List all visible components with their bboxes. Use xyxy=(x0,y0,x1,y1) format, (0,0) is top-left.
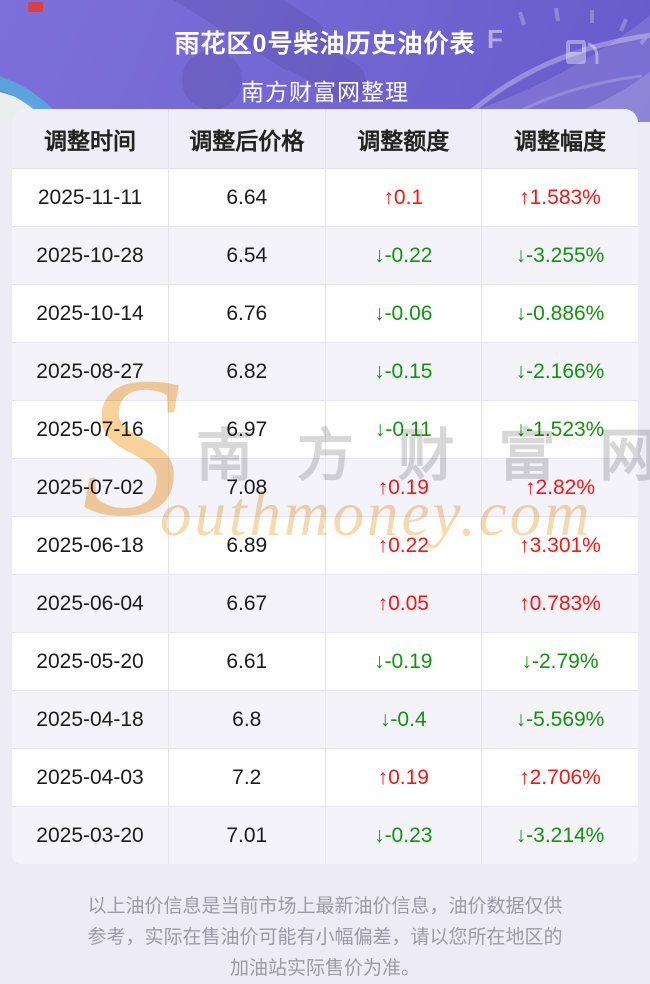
cell-price: 6.76 xyxy=(168,284,326,343)
cell-date: 2025-07-16 xyxy=(12,400,169,459)
cell-date: 2025-10-14 xyxy=(12,284,169,343)
red-fragment-shape xyxy=(28,2,43,12)
cell-change: ↑0.05 xyxy=(325,574,482,633)
cell-percent: ↓-0.886% xyxy=(481,284,638,343)
cell-percent: ↑2.706% xyxy=(481,748,638,807)
cell-change: ↓-0.4 xyxy=(325,690,482,749)
cell-date: 2025-07-02 xyxy=(12,458,169,517)
table-row: 2025-07-16 6.97 ↓-0.11 ↓-1.523% xyxy=(12,400,638,459)
table-row: 2025-08-27 6.82 ↓-0.15 ↓-2.166% xyxy=(12,342,638,401)
table-row: 2025-07-02 7.08 ↑0.19 ↑2.82% xyxy=(12,458,638,517)
table-row: 2025-06-18 6.89 ↑0.22 ↑3.301% xyxy=(12,516,638,575)
cell-change: ↑0.1 xyxy=(325,168,482,227)
table-row: 2025-04-18 6.8 ↓-0.4 ↓-5.569% xyxy=(12,690,638,749)
cell-change: ↓-0.23 xyxy=(325,806,482,864)
cell-change: ↑0.22 xyxy=(325,516,482,575)
cell-price: 6.82 xyxy=(168,342,326,401)
cell-percent: ↓-1.523% xyxy=(481,400,638,459)
table-row: 2025-03-20 7.01 ↓-0.23 ↓-3.214% xyxy=(12,806,638,864)
fuel-pump-icon xyxy=(566,40,599,64)
cell-date: 2025-06-04 xyxy=(12,574,169,633)
cell-date: 2025-08-27 xyxy=(12,342,169,401)
table-row: 2025-10-14 6.76 ↓-0.06 ↓-0.886% xyxy=(12,284,638,343)
cell-price: 6.61 xyxy=(168,632,326,691)
column-header-new-price: 调整后价格 xyxy=(168,109,326,169)
cell-change: ↓-0.06 xyxy=(325,284,482,343)
table-row: 2025-11-11 6.64 ↑0.1 ↑1.583% xyxy=(12,168,638,227)
cell-price: 7.2 xyxy=(168,748,326,807)
table-row: 2025-04-03 7.2 ↑0.19 ↑2.706% xyxy=(12,748,638,807)
cell-percent: ↑2.82% xyxy=(481,458,638,517)
cell-change: ↓-0.19 xyxy=(325,632,482,691)
cell-percent: ↓-3.214% xyxy=(481,806,638,864)
cell-change: ↑0.19 xyxy=(325,458,482,517)
cell-price: 7.08 xyxy=(168,458,326,517)
cell-date: 2025-03-20 xyxy=(12,806,169,864)
hero-banner: F 雨花区0号柴油历史油价表 南方财富网整理 xyxy=(0,0,650,122)
page-title: 雨花区0号柴油历史油价表 xyxy=(174,30,476,58)
cell-change: ↓-0.22 xyxy=(325,226,482,285)
price-table-body: 2025-11-11 6.64 ↑0.1 ↑1.583% 2025-10-28 6.54 ↓… xyxy=(12,168,638,864)
cell-percent: ↑1.583% xyxy=(481,168,638,227)
disclaimer-text: 以上油价信息是当前市场上最新油价信息，油价数据仅供参考，实际在售油价可能有小幅偏… xyxy=(87,896,563,979)
cell-percent: ↑0.783% xyxy=(481,574,638,633)
table-row: 2025-05-20 6.61 ↓-0.19 ↓-2.79% xyxy=(12,632,638,691)
table-header: 调整时间 调整后价格 调整额度 调整幅度 xyxy=(12,109,638,169)
cell-change: ↓-0.15 xyxy=(325,342,482,401)
page-subtitle: 南方财富网整理 xyxy=(241,79,409,105)
column-header-adjust-time: 调整时间 xyxy=(12,109,169,169)
cell-percent: ↑3.301% xyxy=(481,516,638,575)
cell-date: 2025-11-11 xyxy=(12,168,169,227)
cell-date: 2025-05-20 xyxy=(12,632,169,691)
cell-date: 2025-04-03 xyxy=(12,748,169,807)
cell-price: 6.54 xyxy=(168,226,326,285)
table-row: 2025-10-28 6.54 ↓-0.22 ↓-3.255% xyxy=(12,226,638,285)
cell-date: 2025-10-28 xyxy=(12,226,169,285)
cell-date: 2025-06-18 xyxy=(12,516,169,575)
table-row: 2025-06-04 6.67 ↑0.05 ↑0.783% xyxy=(12,574,638,633)
gauge-f-marker: F xyxy=(487,24,503,54)
fuel-nozzle-photo-shape xyxy=(92,0,366,110)
cell-price: 6.64 xyxy=(168,168,326,227)
cell-date: 2025-04-18 xyxy=(12,690,169,749)
cell-percent: ↓-2.166% xyxy=(481,342,638,401)
cell-change: ↓-0.11 xyxy=(325,400,482,459)
price-history-table: 调整时间 调整后价格 调整额度 调整幅度 2025-11-11 6.64 ↑0.1 ↑… xyxy=(12,109,638,864)
cell-price: 6.89 xyxy=(168,516,326,575)
cell-change: ↑0.19 xyxy=(325,748,482,807)
cell-price: 6.8 xyxy=(168,690,326,749)
column-header-change-amount: 调整额度 xyxy=(325,109,482,169)
cell-percent: ↓-3.255% xyxy=(481,226,638,285)
column-header-change-percent: 调整幅度 xyxy=(481,109,638,169)
cell-price: 6.97 xyxy=(168,400,326,459)
cell-price: 6.67 xyxy=(168,574,326,633)
cell-percent: ↓-5.569% xyxy=(481,690,638,749)
cell-percent: ↓-2.79% xyxy=(481,632,638,691)
light-swoosh-shape xyxy=(440,15,650,122)
cell-price: 7.01 xyxy=(168,806,326,864)
